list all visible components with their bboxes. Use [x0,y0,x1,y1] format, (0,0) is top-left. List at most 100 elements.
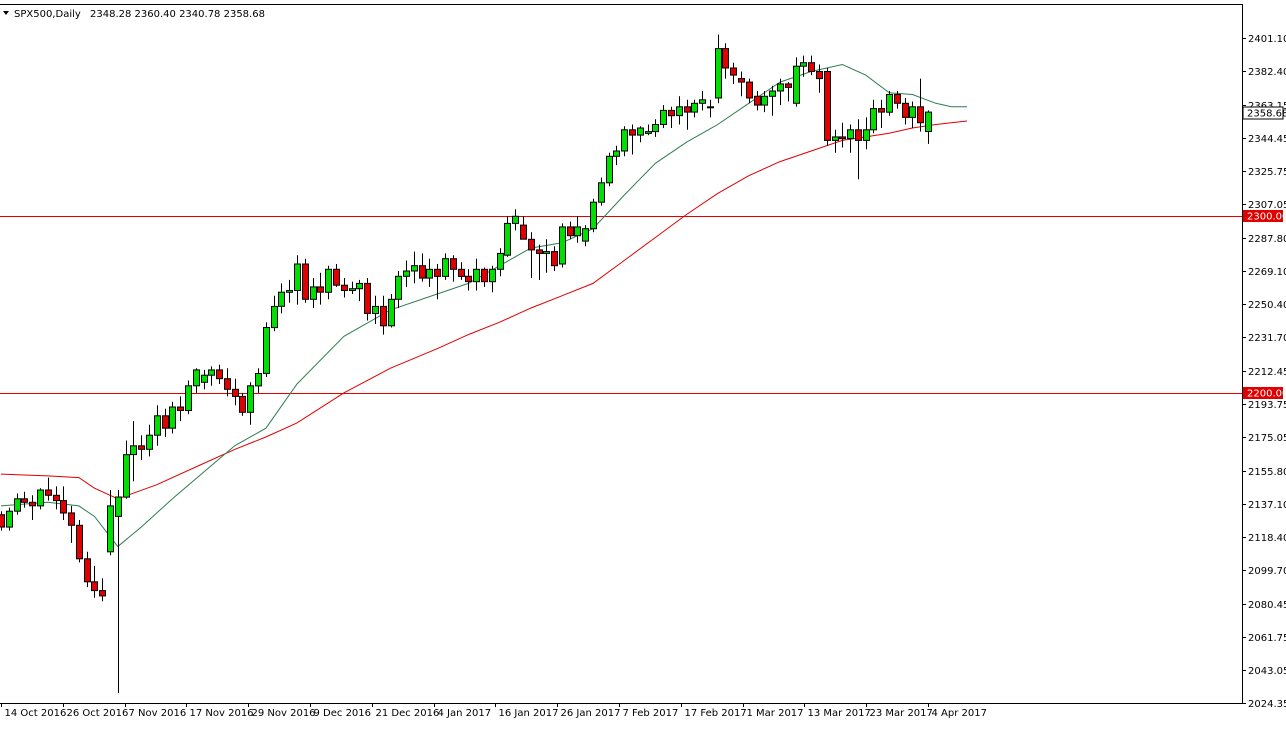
time-tick-label: 26 Jan 2017 [561,708,621,719]
candle-body [473,268,480,283]
price-tick-label: 2193.75 [1248,400,1286,411]
time-tick-label: 4 Jan 2017 [438,708,492,719]
price-tick-label: 2099.70 [1248,566,1286,577]
time-tick-label: 4 Apr 2017 [932,708,987,719]
candle [543,239,550,273]
candles [0,34,932,693]
candle-body [450,258,457,270]
candle-body [45,489,52,496]
candle [434,264,441,300]
candle-body [582,228,589,242]
candle [567,221,574,240]
time-tick-label: 17 Nov 2016 [190,708,254,719]
candle-body [325,268,332,293]
candle-body [769,90,776,97]
candle [302,258,309,303]
candle-body [138,445,145,450]
candle-body [263,327,270,374]
candle [91,565,98,598]
candle-body [613,150,620,157]
price-tick-label: 2212.45 [1248,367,1286,378]
candle-body [216,369,223,380]
candle-body [411,265,418,272]
candle [224,368,231,397]
candle-body [855,129,862,141]
candle [6,507,13,531]
time-tick-label: 16 Jan 2017 [499,708,559,719]
candle [255,368,262,393]
candle [60,486,67,520]
candle [21,491,28,508]
candle-body [761,95,768,106]
candle-body [193,369,200,387]
candle [598,177,605,206]
candle-body [917,106,924,124]
candle [185,380,192,415]
candle [356,279,363,302]
candle [286,279,293,303]
candle [676,96,683,125]
price-tag-label-1: 2200.00 [1247,389,1286,400]
candle-body [660,109,667,126]
candle-body [543,251,550,254]
candle-body [909,106,916,118]
time-tick-label: 1 Mar 2017 [747,708,804,719]
candle [746,78,753,104]
candle [123,440,130,499]
candle [465,269,472,291]
symbol-dropdown-icon[interactable] [3,11,9,15]
candle-body [364,282,371,314]
candle-body [419,265,426,279]
candle [169,401,176,434]
candle-body [847,129,854,140]
time-tick-label: 17 Feb 2017 [685,708,747,719]
price-tick-label: 2401.10 [1248,34,1286,45]
candle [621,126,628,157]
candle-body [154,415,161,436]
candle [247,382,254,425]
candle-body [169,406,176,429]
candle-body [123,454,130,498]
candle-body [863,129,870,141]
candle-body [53,494,60,502]
candle-body [68,512,75,526]
candle [341,278,348,298]
candle [216,364,223,384]
candle-body [574,226,581,237]
candle-body [793,65,800,104]
candle [707,99,714,118]
candle-body [824,71,831,141]
candle-body [785,83,792,88]
candle-body [395,275,402,300]
price-tick-label: 2344.45 [1248,134,1286,145]
candle-body [208,369,215,376]
candle [769,85,776,116]
candle-body [177,406,184,411]
candle-body [715,48,722,99]
candle-body [37,489,44,507]
candle [388,294,395,328]
candle [489,265,496,293]
candle [551,246,558,271]
price-tick-label: 2155.80 [1248,467,1286,478]
candle-body [271,305,278,329]
chart-header-ohlc: 2348.28 2360.40 2340.78 2358.68 [90,9,265,20]
candle-body [84,558,91,583]
candle [395,271,402,309]
time-tick-label: 7 Nov 2016 [129,708,187,719]
candle-body [115,496,122,517]
time-tick-label: 26 Oct 2016 [67,708,129,719]
candle-body [14,498,21,512]
candle [317,272,324,305]
candle-body [388,298,395,327]
candle-body [590,201,597,230]
candle [730,62,737,84]
candle-body [668,109,675,117]
candle [84,551,91,588]
candle [458,262,465,280]
candle-body [489,268,496,283]
candle-body [621,129,628,152]
candle [582,225,589,247]
